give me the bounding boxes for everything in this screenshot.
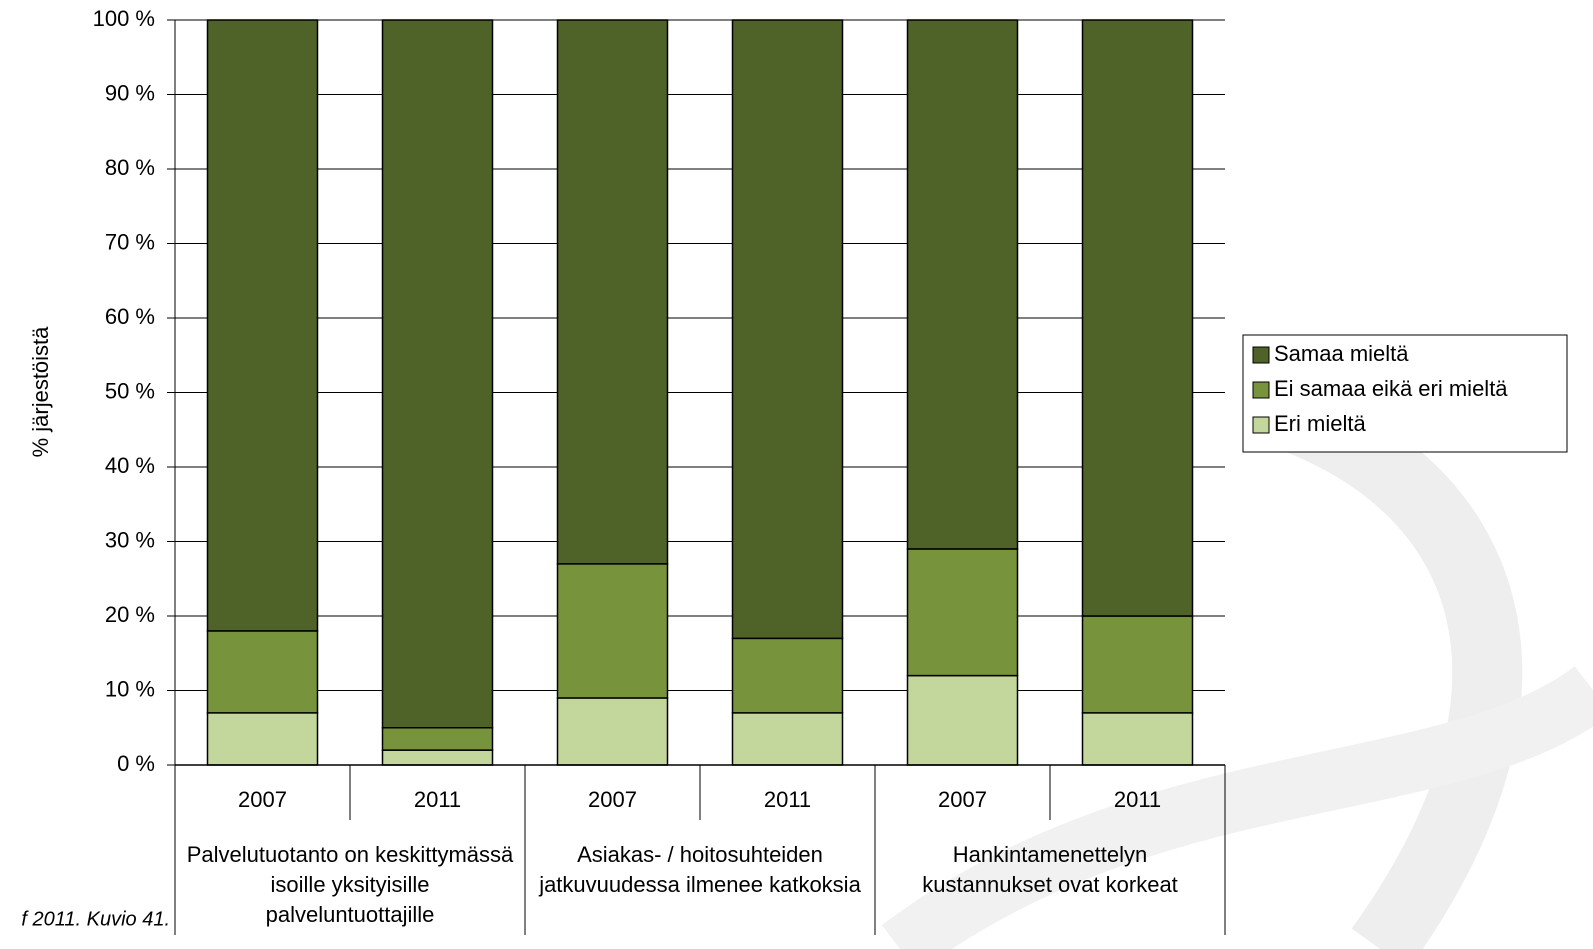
y-tick-label: 0 % <box>117 751 155 776</box>
y-tick-label: 30 % <box>105 527 155 552</box>
x-tick-label: 2011 <box>1114 787 1161 812</box>
y-tick-label: 10 % <box>105 676 155 701</box>
bar-segment <box>906 674 1019 766</box>
legend-swatch <box>1252 416 1270 434</box>
x-tick-label: 2011 <box>764 787 811 812</box>
bar-segment <box>381 727 494 751</box>
legend-label: Ei samaa eikä eri mieltä <box>1274 376 1508 401</box>
bar-segment <box>731 19 844 640</box>
bar-segment <box>1081 712 1194 766</box>
bar-segment <box>1081 615 1194 714</box>
bar-segment <box>1081 19 1194 617</box>
legend-swatch <box>1252 346 1270 364</box>
y-tick-label: 20 % <box>105 602 155 627</box>
bar-segment <box>556 19 669 565</box>
bar-segment <box>731 637 844 714</box>
x-tick-label: 2007 <box>938 787 987 812</box>
bar-segment <box>906 19 1019 550</box>
bar-segment <box>206 712 319 766</box>
x-tick-label: 2007 <box>238 787 287 812</box>
y-tick-label: 80 % <box>105 155 155 180</box>
bar-segment <box>556 563 669 699</box>
y-tick-label: 90 % <box>105 80 155 105</box>
y-tick-label: 50 % <box>105 378 155 403</box>
y-tick-label: 70 % <box>105 229 155 254</box>
x-tick-label: 2011 <box>414 787 461 812</box>
note: f 2011. Kuvio 41. <box>21 908 170 930</box>
group-label: Hankintamenettelyn kustannukset ovat kor… <box>922 842 1178 897</box>
y-tick-label: 40 % <box>105 453 155 478</box>
x-tick-label: 2007 <box>588 787 637 812</box>
bar-segment <box>206 19 319 632</box>
group-label: Palvelutuotanto on keskittymässä isoille… <box>186 842 514 927</box>
bar-segment <box>556 697 669 766</box>
watermark <box>881 665 1593 949</box>
watermark <box>1286 387 1523 949</box>
legend-box <box>1242 334 1568 453</box>
group-label: Asiakas- / hoitosuhteiden jatkuvuudessa … <box>539 842 861 897</box>
bar-segment <box>381 749 494 766</box>
bar-segment <box>381 19 494 729</box>
bar-segment <box>906 548 1019 677</box>
legend-label: Eri mieltä <box>1274 411 1366 436</box>
bar-segment <box>206 630 319 714</box>
y-axis-label: % järjestöistä <box>28 326 53 458</box>
legend-label: Samaa mieltä <box>1274 341 1409 366</box>
bar-segment <box>731 712 844 766</box>
y-tick-label: 100 % <box>93 6 155 31</box>
legend-swatch <box>1252 381 1270 399</box>
y-tick-label: 60 % <box>105 304 155 329</box>
